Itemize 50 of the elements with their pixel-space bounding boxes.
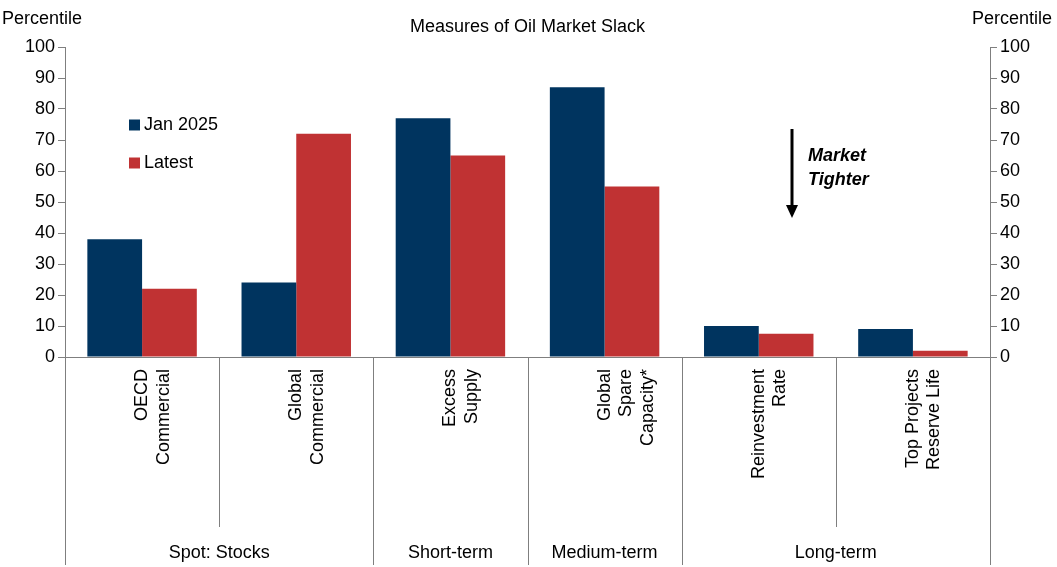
y-tick-label: 70 <box>34 128 55 149</box>
y-tick-label: 20 <box>34 283 55 304</box>
y-tick-label: 80 <box>34 97 55 118</box>
y-tick-label: 30 <box>34 252 55 273</box>
text: Long-term <box>794 542 877 562</box>
y-tick-label: 10 <box>34 314 55 335</box>
text: Medium-term <box>551 542 658 562</box>
legend-label: Latest <box>144 151 194 172</box>
text: Spot: Stocks <box>168 542 270 562</box>
y2-tick-label: 50 <box>1000 190 1021 211</box>
y-tick-label: 60 <box>34 159 55 180</box>
y-tick-label: 90 <box>34 66 55 87</box>
x-tick-label: Excess Supply <box>439 369 481 428</box>
y-tick-label: 0 <box>44 345 55 366</box>
y2-tick-label: 80 <box>1000 97 1021 118</box>
y-tick-label: 100 <box>24 35 55 56</box>
y2-tick-label: 30 <box>1000 252 1021 273</box>
y2-tick-label: 0 <box>1000 345 1011 366</box>
bar <box>395 118 451 357</box>
y-axis-title: Percentile <box>2 8 83 28</box>
bar <box>704 326 759 357</box>
x-tick-label: Top Projects Reserve Life <box>901 369 944 471</box>
y2-tick-label: 20 <box>1000 283 1021 304</box>
y-tick-label: 50 <box>34 190 55 211</box>
x-tick-label: Reinvestment Rate <box>747 369 790 480</box>
x-tick-label: OECD Commercial <box>131 369 173 466</box>
y2-tick-label: 40 <box>1000 221 1021 242</box>
x-tick-label: Global Spare Capacity* <box>593 369 657 447</box>
annotation: Market Tighter <box>808 144 871 191</box>
y2-tick-label: 60 <box>1000 159 1021 180</box>
bar <box>450 155 506 357</box>
y2-tick-label: 100 <box>1000 35 1031 56</box>
y2-tick-label: 90 <box>1000 66 1021 87</box>
bar <box>604 186 660 357</box>
bar <box>549 87 605 357</box>
bar <box>142 288 197 357</box>
y2-tick-label: 70 <box>1000 128 1021 149</box>
x-tick-label: Global Commercial <box>285 369 327 466</box>
chart-title: Measures of Oil Market Slack <box>409 16 647 36</box>
text: Short-term <box>407 542 493 562</box>
bar <box>241 282 297 357</box>
y2-axis-title: Percentile <box>971 8 1052 28</box>
bar <box>912 350 968 357</box>
bar <box>858 329 913 357</box>
y2-tick-label: 10 <box>1000 314 1021 335</box>
bar <box>87 239 143 357</box>
bar <box>296 133 351 357</box>
bar <box>758 333 814 357</box>
legend-label: Jan 2025 <box>144 113 219 134</box>
y-tick-label: 40 <box>34 221 55 242</box>
